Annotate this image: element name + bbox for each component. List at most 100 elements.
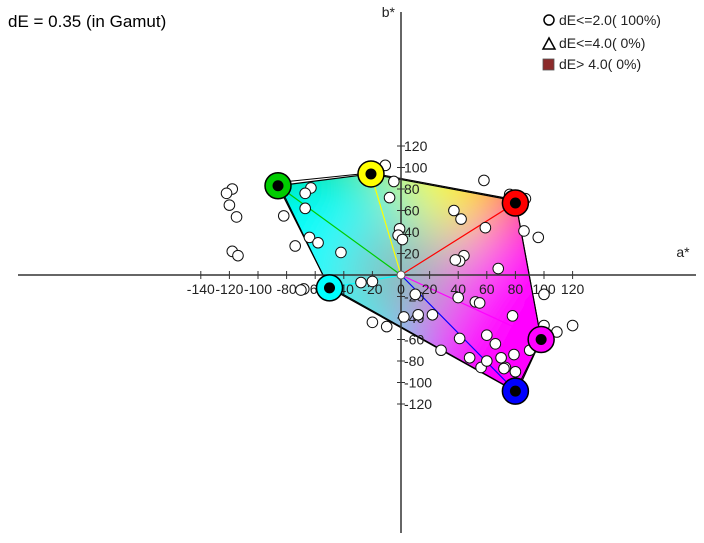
primary-dot-red [509,197,521,209]
measured-point [508,348,520,361]
y-tick-label: 20 [404,246,420,262]
y-ticks: -120-100-80-60-40-2020406080100120 [397,138,432,412]
measured-point [388,175,400,188]
legend: dE<=2.0( 100%) dE<=4.0( 0%) dE> 4.0( 0%) [541,12,661,72]
measured-point [230,211,243,223]
primary-dot-blue [509,385,521,397]
origin-marker [396,270,406,280]
measured-point [299,202,311,215]
primary-marker-yellow [357,160,385,188]
measured-point [492,262,505,275]
x-tick-label: 60 [479,281,495,297]
measured-point [426,308,439,321]
y-tick-label: -120 [404,396,432,412]
measured-point [489,338,502,350]
x-ticks: -140-120-100-80-60-40-20020406080100120 [187,271,585,297]
primary-dot-magenta [535,334,547,345]
measured-point [412,308,424,321]
x-tick-label: 40 [450,281,466,297]
primary-marker-cyan [315,274,344,302]
measured-point [277,210,290,222]
x-tick-label: 0 [397,281,405,297]
legend-triangle-icon [541,36,557,50]
measured-point [383,191,396,204]
y-axis-title: b* [382,4,396,20]
measured-point [396,233,409,246]
measured-point [398,311,410,323]
measured-point [299,187,311,200]
y-tick-label: -60 [404,332,424,348]
y-tick-label: 40 [404,224,420,240]
measured-point [355,276,367,289]
x-tick-label: -140 [187,281,215,297]
spoke-green [277,185,402,276]
x-tick-label: -120 [215,281,243,297]
measured-point [435,344,447,357]
measured-point [380,320,393,333]
legend-label-triangle: dE<=4.0( 0%) [559,35,645,51]
fill-blob-magenta [421,219,542,393]
x-tick-label: 80 [508,281,524,297]
measured-point [366,275,379,288]
measured-point [463,351,476,364]
y-tick-label: -80 [404,353,424,369]
measured-point [295,284,307,296]
x-tick-label: 120 [561,281,585,297]
x-axis-title: a* [676,244,690,260]
measured-point [409,288,422,301]
chart-title: dE = 0.35 (in Gamut) [8,12,166,31]
spoke-yellow [370,173,402,276]
x-tick-label: -100 [244,281,272,297]
y-tick-label: -100 [404,375,432,391]
primary-dot-green [272,180,284,192]
measured-point [303,231,316,244]
measured-point [223,199,236,211]
measured-point [473,297,486,309]
measured-point [495,351,507,364]
spoke-magenta [400,274,542,341]
measured-point [566,319,579,332]
primary-marker-green [264,172,292,200]
y-tick-label: 100 [404,160,428,176]
y-tick-label: 120 [404,138,428,154]
legend-circle-icon [543,14,555,26]
y-tick-label: 80 [404,181,420,197]
measured-point [312,236,324,249]
measured-point [509,365,522,378]
measured-point [448,204,460,217]
measured-point [518,225,530,237]
x-tick-label: 20 [422,281,438,297]
measured-point [453,332,466,345]
measured-point [538,288,550,301]
y-tick-label: 60 [404,203,420,219]
primary-dot-cyan [324,282,335,294]
primary-marker-blue [501,377,530,405]
measured-point [506,310,519,322]
legend-label-square: dE> 4.0( 0%) [559,56,641,72]
primary-marker-red [501,189,530,217]
spoke-red [400,202,516,276]
primary-marker-magenta [527,325,555,354]
measured-point [289,240,301,252]
measured-point [479,221,492,234]
measured-point [532,231,545,244]
measured-point [481,329,493,342]
x-tick-label: -20 [362,281,382,297]
measured-point [481,355,493,367]
measured-point [220,187,233,200]
measured-point [232,249,244,262]
legend-label-circle: dE<=2.0( 100%) [559,12,661,28]
primary-dot-yellow [365,168,377,180]
legend-square-icon [542,58,555,71]
measured-point [449,254,462,266]
measured-point [366,316,379,329]
x-tick-label: -80 [276,281,296,297]
measured-point [478,174,490,187]
measured-point [455,213,467,225]
primary-markers [264,160,555,405]
axes: -140-120-100-80-60-40-20020406080100120 … [18,12,696,533]
measured-point [335,246,347,259]
measured-point [498,362,510,375]
